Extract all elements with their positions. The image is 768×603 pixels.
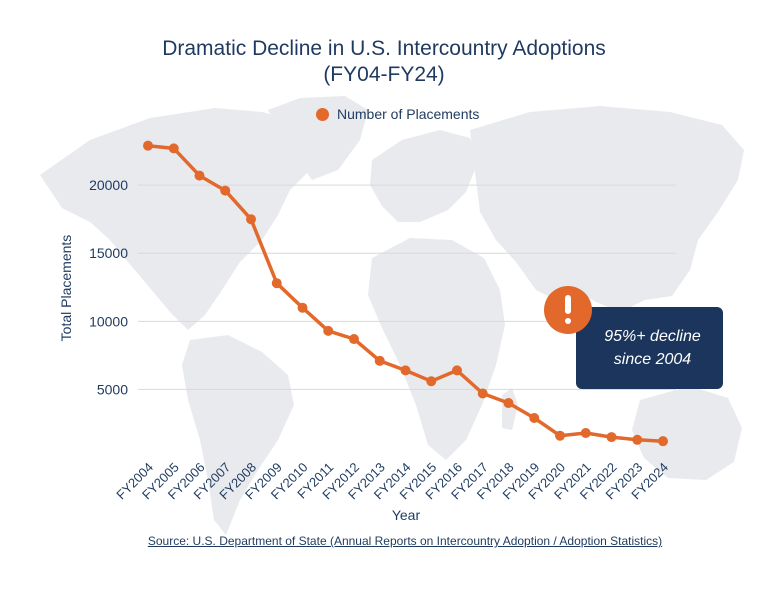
chart-title-line-2: (FY04-FY24)	[323, 63, 445, 86]
legend: Number of Placements	[316, 106, 479, 122]
exclamation-icon	[544, 286, 592, 334]
data-point	[580, 427, 591, 438]
legend-label: Number of Placements	[337, 106, 480, 122]
data-point	[426, 376, 437, 387]
data-point	[400, 365, 411, 376]
y-axis-label: Total Placements	[58, 234, 74, 342]
data-point	[606, 432, 617, 443]
data-point	[374, 355, 385, 366]
callout-line-1: 95%+ decline	[604, 328, 701, 345]
y-tick-label: 15000	[89, 245, 128, 261]
chart-title-line-1: Dramatic Decline in U.S. Intercountry Ad…	[162, 37, 606, 60]
data-point	[555, 430, 565, 441]
source-link[interactable]: Source: U.S. Department of State (Annual…	[147, 534, 663, 548]
data-point	[246, 214, 256, 225]
data-point	[271, 278, 282, 289]
x-axis-label: Year	[391, 507, 421, 523]
callout-line-2: since 2004	[613, 351, 692, 368]
decline-callout: 95%+ decline since 2004	[576, 307, 723, 389]
y-tick-label: 20000	[89, 177, 128, 193]
data-point	[658, 436, 668, 447]
data-point	[323, 325, 334, 336]
y-tick-label: 5000	[97, 381, 128, 397]
data-point	[503, 398, 514, 409]
data-point	[220, 185, 231, 196]
data-point	[168, 143, 179, 154]
data-point	[632, 434, 643, 445]
data-point	[143, 140, 153, 151]
y-tick-label: 10000	[89, 313, 128, 329]
data-point	[297, 302, 308, 313]
data-point	[349, 334, 359, 345]
data-point	[452, 365, 462, 376]
data-point	[529, 413, 540, 424]
data-point	[477, 388, 488, 399]
legend-marker	[316, 107, 329, 121]
data-point	[194, 170, 205, 181]
